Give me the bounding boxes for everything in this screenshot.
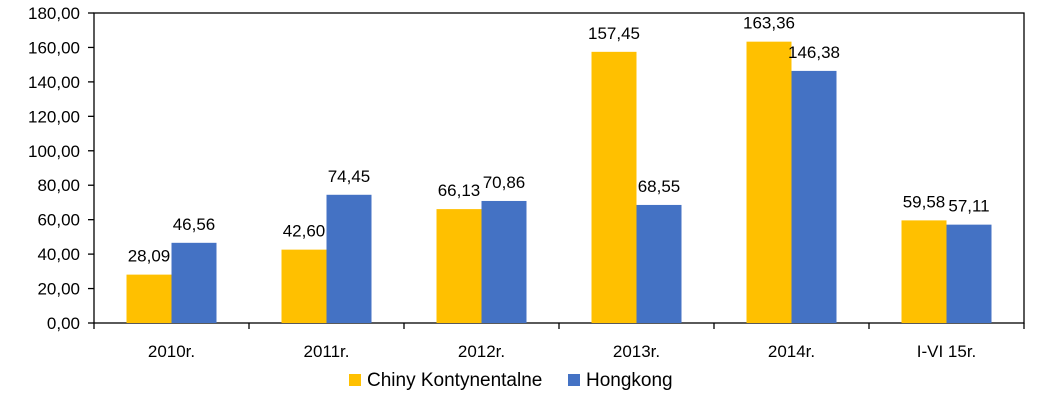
bar-chiny-kontynentalne [901,220,947,323]
x-tick-label: 2014r. [768,342,815,361]
plot-area-frame [93,12,1025,324]
data-label: 46,56 [173,215,216,234]
y-tick-label: 180,00 [28,4,80,23]
bar-hongkong [791,70,837,323]
bars [126,41,992,323]
legend-label: Chiny Kontynentalne [367,370,542,391]
data-label: 157,45 [588,24,640,43]
y-tick-label: 80,00 [37,176,80,195]
legend-label: Hongkong [586,370,673,391]
bar-hongkong [636,204,682,323]
legend: Chiny Kontynentalne Hongkong [349,370,673,391]
y-tick-label: 60,00 [37,211,80,230]
data-label: 57,11 [948,197,989,216]
data-label: 66,13 [438,181,481,200]
x-tick-label: 2013r. [613,342,660,361]
x-axis: 2010r. 2011r. 2012r. 2013r. 2014r. I-VI 15r. [93,323,1025,361]
data-label: 42,60 [283,222,326,241]
data-label: 68,55 [638,177,681,196]
data-label: 59,58 [903,192,946,211]
y-tick-label: 160,00 [28,38,80,57]
y-tick-label: 100,00 [28,142,80,161]
y-tick-label: 140,00 [28,73,80,92]
x-tick-label: 2010r. [148,342,195,361]
data-label: 163,36 [743,14,795,33]
y-tick-label: 0,00 [47,314,80,333]
data-label: 70,86 [483,173,526,192]
y-tick-label: 40,00 [37,245,80,264]
data-label: 74,45 [328,167,371,186]
bar-hongkong [481,200,527,323]
data-label: 28,09 [128,247,171,266]
y-tick-label: 20,00 [37,280,80,299]
y-tick-label: 120,00 [28,107,80,126]
bar-chiny-kontynentalne [436,209,482,323]
legend-swatch [568,374,580,386]
bar-hongkong [946,224,992,323]
bar-chiny-kontynentalne [281,249,327,323]
legend-swatch [349,374,361,386]
data-labels: 28,09 42,60 66,13 157,45 163,36 59,58 46,56 74,… [128,14,990,266]
x-tick-label: 2011r. [303,342,349,361]
bar-chiny-kontynentalne [746,41,792,323]
bar-chiny-kontynentalne [591,51,637,323]
x-tick-label: 2012r. [458,342,505,361]
data-label: 146,38 [788,43,840,62]
bar-hongkong [171,242,217,323]
bar-hongkong [326,194,372,323]
x-tick-label: I-VI 15r. [917,342,977,361]
bar-chiny-kontynentalne [126,274,172,323]
